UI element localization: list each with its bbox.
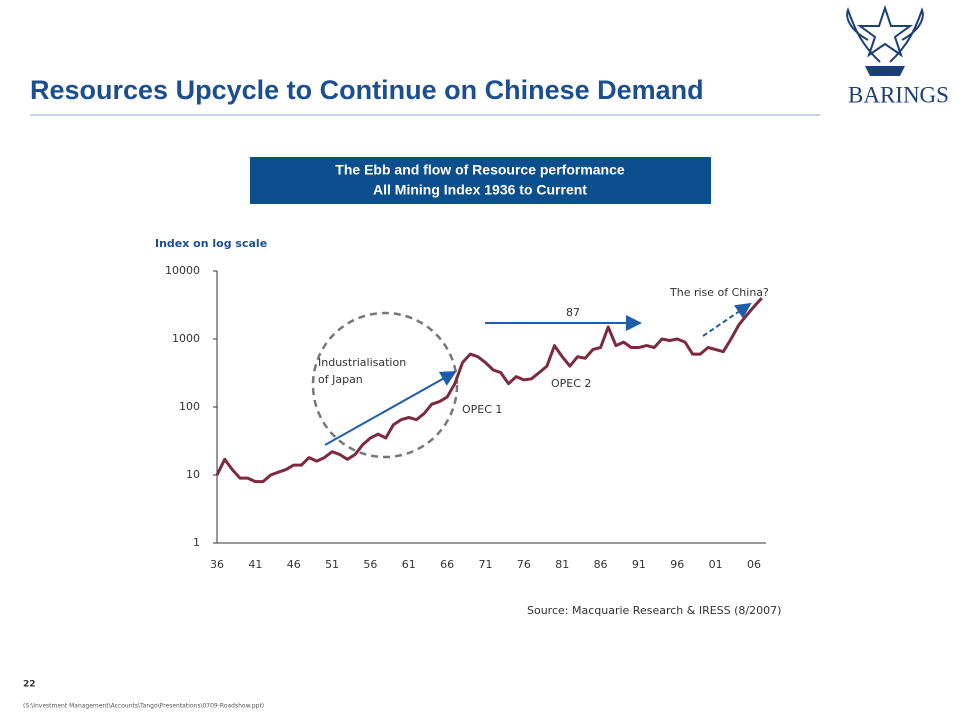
x-tick-label: 01	[709, 558, 723, 571]
y-tick-label: 10000	[165, 264, 200, 277]
x-tick-label: 91	[632, 558, 646, 571]
y-tick-label: 1	[193, 536, 200, 549]
china-arrow	[702, 302, 752, 337]
annotation: The rise of China?	[669, 286, 769, 299]
x-tick-label: 96	[670, 558, 684, 571]
x-tick-label: 56	[363, 558, 377, 571]
source-note: Source: Macquarie Research & IRESS (8/20…	[527, 604, 781, 617]
x-tick-label: 71	[479, 558, 493, 571]
x-tick-label: 61	[402, 558, 416, 571]
x-tick-label: 51	[325, 558, 339, 571]
x-tick-label: 36	[210, 558, 224, 571]
file-path: (S:\Investment Management\Accounts\Tango…	[23, 703, 264, 710]
y-tick-label: 1000	[172, 332, 200, 345]
x-tick-label: 41	[248, 558, 262, 571]
slide-title: Resources Upcycle to Continue on Chinese…	[30, 75, 704, 105]
annotation: OPEC 2	[551, 377, 591, 390]
logo-text: BARINGS	[848, 82, 949, 107]
japan-arrow	[324, 371, 457, 446]
x-tick-label: 66	[440, 558, 454, 571]
x-tick-label: 86	[594, 558, 608, 571]
x-tick-label: 76	[517, 558, 531, 571]
x-tick-label: 81	[555, 558, 569, 571]
chart-subtitle: All Mining Index 1936 to Current	[373, 182, 587, 198]
annotation: Industrialisation	[318, 356, 406, 369]
logo: BARINGS	[846, 4, 949, 107]
y-axis-label: Index on log scale	[155, 237, 267, 250]
series-line	[215, 297, 763, 484]
highlight-circle	[311, 311, 459, 459]
y-tick-label: 10	[186, 468, 200, 481]
y-tick-label: 100	[179, 400, 200, 413]
x-tick-label: 06	[747, 558, 761, 571]
annotation: OPEC 1	[462, 403, 502, 416]
chart-title: The Ebb and flow of Resource performance	[335, 162, 625, 178]
chart-title-box	[250, 157, 711, 204]
page-number: 22	[23, 680, 36, 690]
x-tick-label: 46	[287, 558, 301, 571]
annotation: of Japan	[318, 373, 363, 386]
annotation: 87	[566, 306, 580, 319]
